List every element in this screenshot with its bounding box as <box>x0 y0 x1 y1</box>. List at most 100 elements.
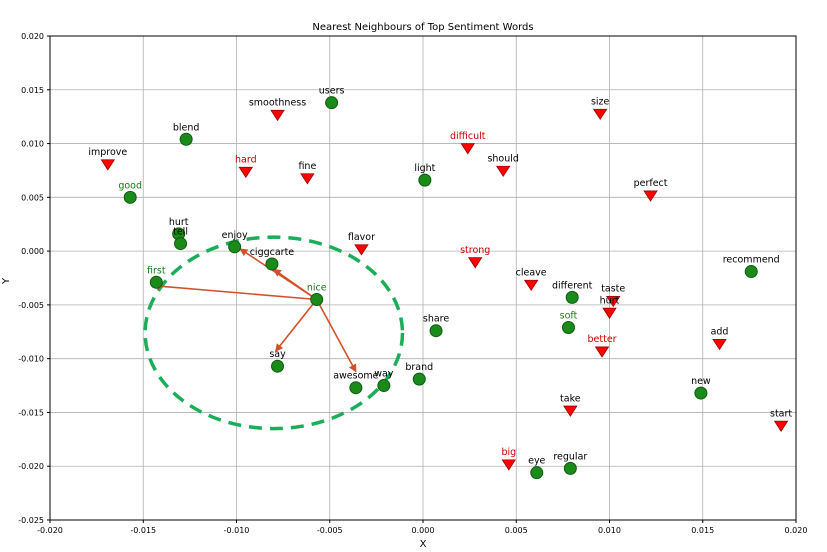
point-marker-add <box>712 338 727 351</box>
point-label-big: big <box>501 447 516 458</box>
x-tick-label: 0.005 <box>505 526 528 535</box>
point-label-improve: improve <box>88 147 127 158</box>
point-label-eye: eye <box>528 456 545 467</box>
x-tick-label: -0.010 <box>224 526 250 535</box>
chart-title: Nearest Neighbours of Top Sentiment Word… <box>312 22 533 33</box>
y-tick-label: -0.025 <box>18 516 44 525</box>
y-tick-label: 0.010 <box>21 140 44 149</box>
point-label-soft: soft <box>560 310 578 321</box>
point-marker-blend <box>179 132 193 146</box>
point-label-new: new <box>691 376 711 387</box>
point-label-add: add <box>711 327 729 338</box>
x-tick-label: -0.015 <box>130 526 156 535</box>
x-tick-label: -0.005 <box>317 526 343 535</box>
point-label-users: users <box>319 86 345 97</box>
point-label-enjoy: enjoy <box>222 230 248 241</box>
x-axis-ticks: -0.020 -0.015 -0.010 -0.005 0.000 0.005 0.010 0… <box>37 520 807 535</box>
x-tick-label: 0.000 <box>412 526 435 535</box>
point-label-tell: tell <box>173 227 188 238</box>
x-tick-label: 0.020 <box>785 526 808 535</box>
y-tick-label: 0.000 <box>21 247 44 256</box>
y-tick-label: 0.015 <box>21 86 44 95</box>
neighbour-arrow <box>151 282 317 301</box>
y-tick-label: -0.015 <box>18 408 44 417</box>
point-marker-nice <box>310 293 324 307</box>
point-label-taste: taste <box>601 284 625 295</box>
point-label-awesome: awesome <box>333 371 378 382</box>
point-marker-better <box>594 346 610 358</box>
annotation-overlay <box>143 235 405 431</box>
point-marker-flavor <box>354 244 369 256</box>
point-labels: users smoothness blend improve hard fine good h… <box>88 86 792 467</box>
point-label-cleave: cleave <box>516 267 547 278</box>
point-marker-size <box>592 108 608 121</box>
point-label-hurt: hurt <box>169 217 189 228</box>
x-tick-label: 0.010 <box>598 526 621 535</box>
point-label-fine: fine <box>298 161 316 172</box>
y-tick-label: -0.010 <box>18 355 44 364</box>
point-marker-awesome <box>349 381 363 395</box>
point-marker-enjoy <box>228 240 242 254</box>
point-label-smoothness: smoothness <box>249 98 306 109</box>
data-points <box>100 96 789 480</box>
point-label-difficult: difficult <box>450 131 486 142</box>
y-axis-label: Y <box>1 277 12 285</box>
y-tick-label: -0.005 <box>18 301 44 310</box>
point-label-say: say <box>269 349 286 360</box>
neighbour-arrow <box>315 299 357 373</box>
point-marker-new <box>694 386 708 400</box>
point-label-regular: regular <box>553 451 587 462</box>
point-marker-tell <box>174 237 188 251</box>
point-marker-soft <box>561 320 575 334</box>
point-marker-ciggcarte <box>265 257 279 271</box>
plot-frame <box>49 35 797 521</box>
y-tick-label: -0.020 <box>18 462 44 471</box>
y-tick-label: 0.020 <box>21 32 44 41</box>
point-label-start: start <box>770 408 792 419</box>
x-axis-label: X <box>420 539 427 550</box>
x-tick-label: 0.015 <box>691 526 714 535</box>
point-marker-strong <box>467 257 483 269</box>
neighbour-arrow <box>275 299 318 352</box>
neighbour-arrow <box>272 268 318 301</box>
point-marker-improve <box>100 159 116 171</box>
point-label-size: size <box>591 96 610 107</box>
point-marker-start <box>773 420 789 432</box>
point-marker-share <box>429 324 443 338</box>
point-label-perfect: perfect <box>634 178 668 189</box>
point-marker-difficult <box>460 143 475 155</box>
point-label-should: should <box>487 153 518 164</box>
point-label-hard: hard <box>235 155 257 166</box>
point-marker-hurt <box>602 307 617 320</box>
point-marker-eye <box>530 466 544 480</box>
point-label-ciggcarte: ciggcarte <box>250 247 295 258</box>
point-marker-different <box>565 290 579 304</box>
point-label-strong: strong <box>460 245 490 256</box>
point-marker-first <box>149 275 163 289</box>
point-label-share: share <box>423 314 449 325</box>
point-marker-good <box>123 190 137 204</box>
point-marker-should <box>495 165 511 178</box>
point-label-blend: blend <box>173 122 200 133</box>
point-marker-fine <box>300 173 315 185</box>
point-marker-smoothness <box>270 109 285 122</box>
point-marker-light <box>418 173 432 187</box>
point-label-take: take <box>560 393 581 404</box>
point-marker-perfect <box>643 190 658 202</box>
point-label-different: different <box>552 280 593 291</box>
point-marker-take <box>563 405 578 417</box>
point-marker-brand <box>412 372 426 386</box>
point-label-flavor: flavor <box>348 232 375 243</box>
point-label-recommend: recommend <box>723 255 780 266</box>
point-label-nice: nice <box>307 283 327 294</box>
point-label-first: first <box>147 265 166 276</box>
grid <box>49 35 797 521</box>
point-marker-cleave <box>523 279 539 292</box>
x-tick-label: -0.020 <box>37 526 63 535</box>
point-label-brand: brand <box>405 362 433 373</box>
point-label-better: better <box>588 334 617 345</box>
point-marker-big <box>501 459 517 471</box>
point-label-hurt: hurt <box>600 295 620 306</box>
point-label-light: light <box>414 163 435 174</box>
